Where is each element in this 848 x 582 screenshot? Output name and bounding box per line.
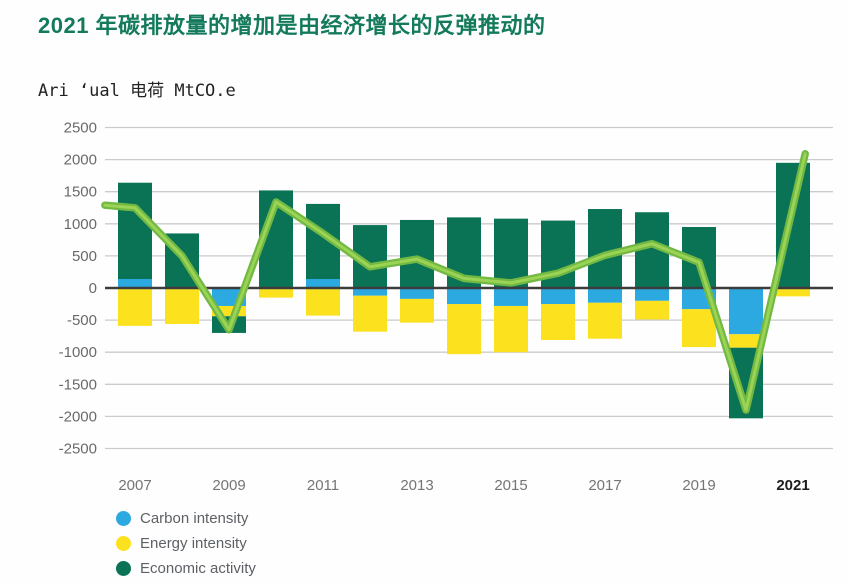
bar-segment [259,288,293,298]
x-axis-tick-label: 2009 [212,477,245,494]
bar-segment [494,218,528,288]
x-axis-tick-label: 2011 [307,477,339,494]
legend-item-energy-intensity: Energy intensity [116,534,256,553]
y-axis-tick-label: 2000 [64,152,97,169]
bar-segment [118,182,152,280]
bar-segment [353,295,387,332]
bar-2014 [447,217,481,355]
bar-segment [776,288,810,297]
y-axis-tick-label: -1500 [59,376,97,393]
legend-label: Carbon intensity [140,510,249,527]
bar-segment [635,300,669,320]
bar-2016 [541,220,575,341]
carbon-intensity-swatch-icon [116,511,131,526]
chart-title: 2021 年碳排放量的增加是由经济增长的反弹推动的 [38,13,546,38]
bar-segment [541,288,575,305]
bar-segment [118,288,152,326]
x-axis-tick-label: 2015 [494,477,527,494]
bar-segment [447,288,481,305]
emissions-stacked-bar-chart: 2500 2000 1500 1000 500 0 -500 -1000 -1500 -2000 -… [59,120,833,494]
bar-segment [682,309,716,348]
bar-segment [588,302,622,339]
legend-label: Energy intensity [140,535,247,552]
x-axis-tick-label: 2007 [118,477,151,494]
y-axis-tick-label: 1000 [64,216,97,233]
y-axis-tick-label: 2500 [64,120,97,137]
bar-segment [306,279,340,288]
bar-segment [729,334,763,348]
net-change-line-highlight [103,152,807,412]
bar-segment [212,305,246,317]
bar-2021 [776,162,810,297]
bar-segment [494,288,528,306]
bar-segment [400,219,434,288]
x-axis-tick-label: 2017 [588,477,621,494]
bar-segment [588,209,622,288]
chart-legend: Carbon intensity Energy intensity Econom… [116,509,256,578]
chart-unit-label: Ari ʻual 电荷 MtCO.e [38,81,236,101]
bar-segment [353,288,387,296]
bar-segment [635,288,669,301]
x-axis-tick-label: 2019 [682,477,715,494]
bar-segment [306,288,340,316]
bar-segment [588,288,622,303]
x-axis-tick-label: 2013 [400,477,433,494]
y-axis-tick-label: 1500 [64,184,97,201]
bar-segment [729,288,763,335]
bar-segment [494,305,528,353]
bar-segment [400,298,434,323]
y-axis-tick-label: 0 [89,280,97,297]
y-axis-tick-label: -500 [67,312,97,329]
bar-segment [165,288,199,324]
bar-segment [118,279,152,288]
bar-2017 [588,209,622,339]
y-axis-tick-label: -1000 [59,344,97,361]
economic-activity-swatch-icon [116,561,131,576]
bar-2012 [353,225,387,332]
bar-2015 [494,218,528,353]
y-axis-tick-label: -2500 [59,441,97,458]
bar-segment [447,304,481,355]
energy-intensity-swatch-icon [116,536,131,551]
bar-2013 [400,219,434,323]
bar-2011 [306,203,340,316]
legend-item-economic-activity: Economic activity [116,559,256,578]
legend-item-carbon-intensity: Carbon intensity [116,509,256,528]
x-axis-tick-label: 2021 [776,477,809,494]
legend-label: Economic activity [140,560,256,577]
y-axis-tick-label: -2000 [59,408,97,425]
bar-2007 [118,182,152,326]
y-axis-tick-label: 500 [72,248,97,265]
bar-2018 [635,212,669,320]
bar-segment [400,288,434,299]
bar-segment [541,304,575,341]
